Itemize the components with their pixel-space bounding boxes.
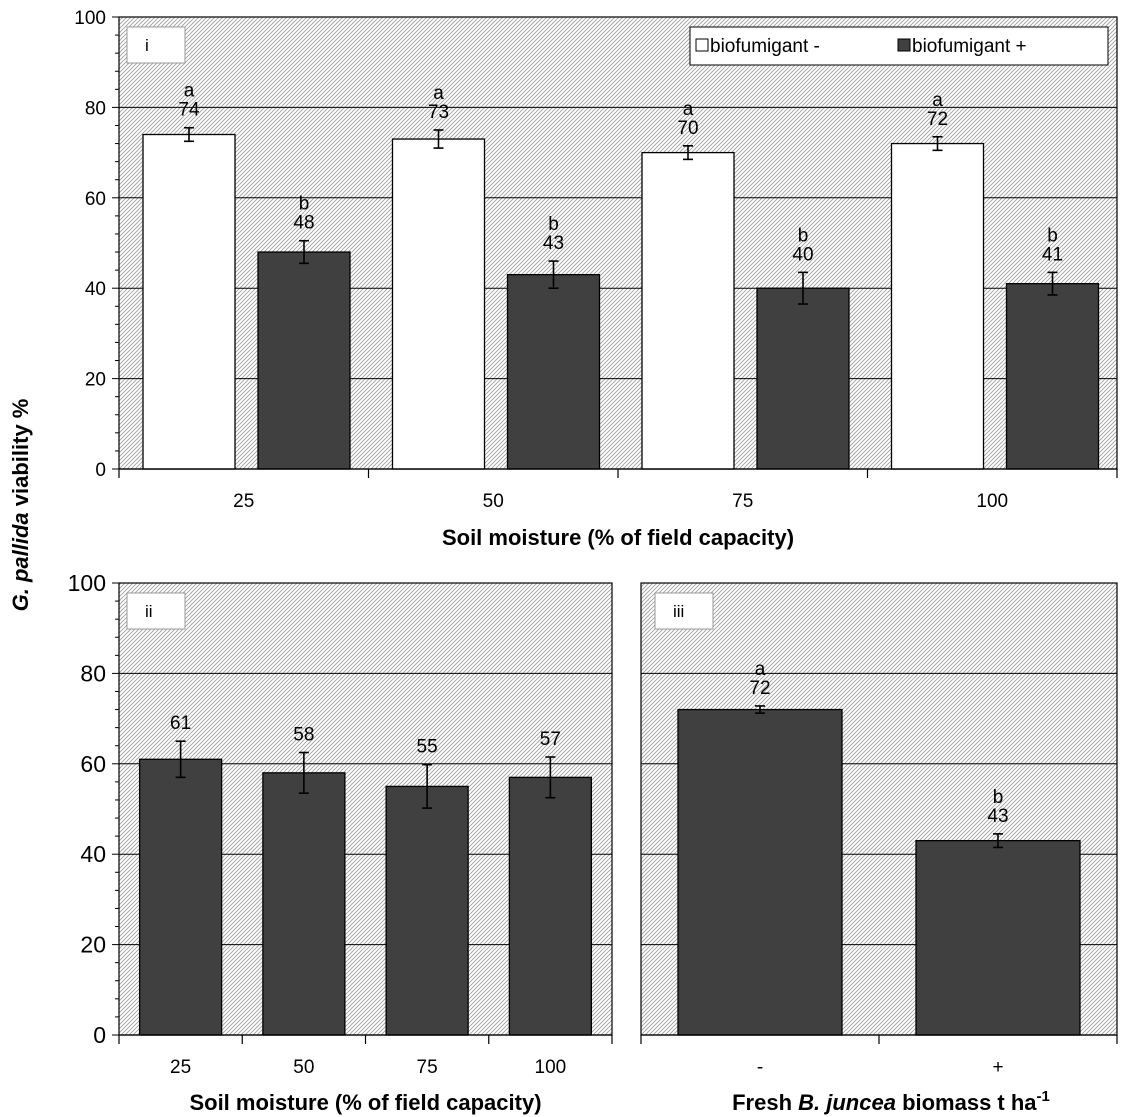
panel-i-bar [890, 142, 985, 470]
panel-i-x-tick-label: 25 [233, 491, 254, 512]
panel-iii-significance-letter: a [755, 659, 766, 680]
panel-i-significance-letter: a [683, 99, 694, 120]
panel-ii-y-tick-label: 60 [80, 751, 106, 777]
panel-iii-chart: 72a 43b - + Fresh B. juncea biomass t ha-1 ii… [640, 582, 1118, 1115]
y-axis-title-suffix: viability % [8, 399, 33, 513]
panel-iii-x-axis-title-species: B. juncea [798, 1090, 896, 1115]
panel-iii-bar [915, 839, 1081, 1036]
panel-i-y-tick-label: 100 [74, 8, 106, 29]
panel-iii-x-axis-title-exponent: -1 [1037, 1088, 1050, 1105]
panel-ii-tag: ii [145, 602, 153, 621]
panel-iii-x-axis-title: Fresh B. juncea biomass t ha-1 [732, 1088, 1050, 1115]
panel-iii-tag-box [654, 592, 714, 630]
panel-i-data-label: 73 [428, 102, 449, 123]
panel-i-data-label: 72 [927, 109, 948, 130]
panel-ii-data-label: 61 [170, 713, 191, 734]
panel-iii-x-tick-label: + [992, 1057, 1003, 1078]
panel-i-data-label: 74 [178, 100, 200, 121]
panel-i-tag-box [126, 26, 186, 64]
panel-i-x-tick-label: 75 [732, 491, 753, 512]
y-axis-title-species: G. pallida [8, 512, 33, 611]
panel-iii-data-label: 72 [749, 678, 770, 699]
panel-i-tag: i [145, 36, 149, 55]
panel-ii-y-tick-label: 40 [80, 841, 106, 867]
panel-i-legend: biofumigant - biofumigant + [689, 26, 1109, 66]
panel-iii-x-tick-label: - [757, 1057, 763, 1078]
panel-ii-bar [508, 776, 593, 1036]
panel-ii-data-label: 55 [417, 737, 438, 758]
panel-i-y-tick-label: 0 [95, 460, 106, 481]
y-axis-title: G. pallida viability % [8, 399, 33, 612]
panel-iii-significance-letter: b [993, 787, 1004, 808]
panel-i-significance-letter: a [932, 90, 943, 111]
panel-iii-x-axis-title-units: biomass t ha [896, 1090, 1037, 1115]
panel-ii-y-tick-label: 80 [80, 660, 106, 686]
panel-iii-tag: iii [673, 602, 684, 621]
panel-ii-y-tick-label: 100 [68, 570, 106, 596]
panel-ii-x-tick-label: 75 [417, 1057, 438, 1078]
panel-i-y-tick-label: 60 [85, 189, 106, 210]
legend-swatch [695, 38, 709, 52]
panel-i-x-tick-label: 100 [976, 491, 1008, 512]
panel-i-data-label: 70 [677, 118, 698, 139]
panel-ii-y-tick-label: 0 [93, 1022, 106, 1048]
panel-i-significance-letter: a [433, 83, 444, 104]
panel-i-bar [641, 151, 735, 470]
panel-i-significance-letter: b [798, 225, 809, 246]
panel-i-data-label: 40 [792, 244, 813, 265]
panel-iii-x-axis-title-prefix: Fresh [732, 1090, 798, 1115]
panel-i-significance-letter: a [184, 81, 195, 102]
legend-swatch [897, 38, 911, 52]
panel-iii-bar [677, 708, 843, 1036]
panel-ii-x-tick-label: 50 [293, 1057, 314, 1078]
panel-i-y-tick-label: 80 [85, 98, 106, 119]
panel-i-bar [1005, 283, 1100, 470]
panel-i-bar [257, 251, 351, 470]
panel-i-significance-letter: b [299, 194, 310, 215]
panel-i-bar [506, 273, 601, 470]
panel-ii-data-label: 58 [293, 725, 314, 746]
panel-ii-x-tick-label: 25 [170, 1057, 191, 1078]
panel-ii-x-tick-label: 100 [535, 1057, 567, 1078]
panel-i-data-label: 43 [543, 233, 564, 254]
panel-i-y-tick-label: 20 [85, 370, 106, 391]
panel-i-bar [756, 287, 850, 470]
panel-i-x-tick-label: 50 [483, 491, 504, 512]
legend-label: biofumigant - [710, 36, 820, 57]
panel-ii-x-axis-title: Soil moisture (% of field capacity) [189, 1090, 541, 1115]
panel-i-y-tick-label: 40 [85, 279, 106, 300]
panel-ii-chart: 0 20 40 60 80 100 61 58 55 57 25 50 75 100 Soil moistu… [68, 570, 613, 1115]
panel-ii-tag-box [126, 592, 186, 630]
panel-ii-bar [262, 772, 346, 1036]
panel-i-data-label: 48 [293, 213, 314, 234]
panel-i-bar [391, 138, 486, 470]
panel-i-data-label: 41 [1042, 244, 1063, 265]
panel-ii-bar [385, 785, 469, 1036]
panel-i-significance-letter: b [548, 214, 559, 235]
panel-ii-y-tick-label: 20 [80, 932, 106, 958]
legend-label: biofumigant + [912, 36, 1027, 57]
panel-i-x-axis-title: Soil moisture (% of field capacity) [442, 525, 794, 550]
panel-ii-bar [138, 758, 223, 1036]
panel-ii-data-label: 57 [540, 729, 561, 750]
panel-i-bar [142, 133, 236, 470]
panel-iii-data-label: 43 [987, 806, 1008, 827]
legend-box [689, 26, 1109, 66]
panel-i-significance-letter: b [1047, 225, 1058, 246]
